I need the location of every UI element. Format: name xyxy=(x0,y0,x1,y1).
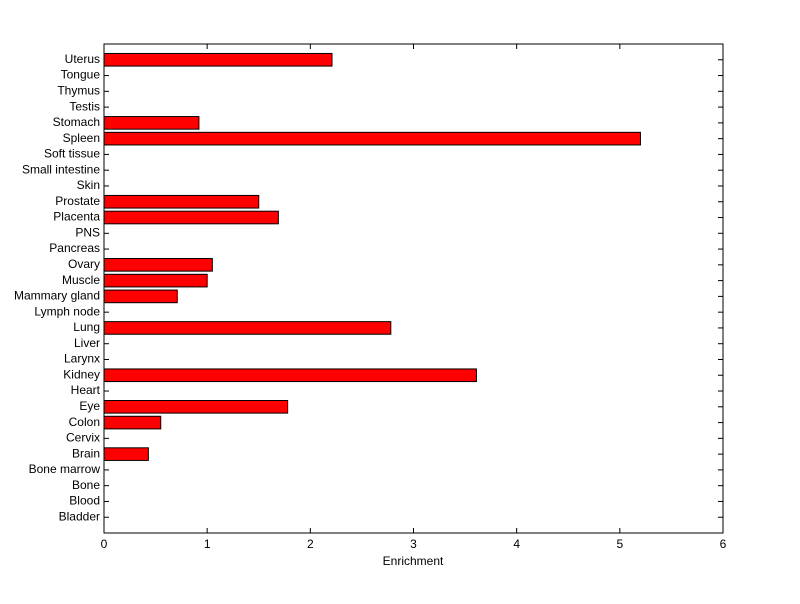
y-tick-label: Small intestine xyxy=(22,162,100,176)
y-tick-label: Mammary gland xyxy=(14,289,100,303)
y-tick-label: Placenta xyxy=(53,210,100,224)
y-tick-label: Kidney xyxy=(63,367,100,381)
y-tick-label: Larynx xyxy=(64,352,100,366)
y-tick-label: Uterus xyxy=(65,52,100,66)
y-tick-label: Skin xyxy=(77,178,100,192)
bar xyxy=(103,210,279,225)
y-tick-label: Bladder xyxy=(59,509,100,523)
x-tick-label: 2 xyxy=(307,537,314,551)
plot-area xyxy=(103,43,724,534)
y-tick-label: Eye xyxy=(79,399,100,413)
y-tick-label: Spleen xyxy=(63,131,100,145)
y-tick-label: Bone xyxy=(72,478,100,492)
y-tick-label: Brain xyxy=(72,446,100,460)
bar xyxy=(103,258,213,272)
bar xyxy=(103,116,200,130)
bar xyxy=(103,447,149,461)
bar xyxy=(103,415,162,430)
x-tick-label: 1 xyxy=(204,537,211,551)
x-tick-label: 0 xyxy=(101,537,108,551)
y-tick-label: Cervix xyxy=(66,431,100,445)
y-tick-label: Muscle xyxy=(62,273,100,287)
y-tick-label: Lymph node xyxy=(34,304,100,318)
y-tick-label: Testis xyxy=(69,99,100,113)
x-tick-label: 5 xyxy=(616,537,623,551)
y-tick-label: Colon xyxy=(69,415,100,429)
y-tick-label: Soft tissue xyxy=(44,147,100,161)
y-tick-label: Liver xyxy=(74,336,100,350)
bar xyxy=(103,399,289,414)
bar xyxy=(103,321,392,335)
y-tick-label: Lung xyxy=(73,320,100,334)
bar xyxy=(103,131,641,146)
bar xyxy=(103,273,208,288)
y-tick-label: Heart xyxy=(71,383,101,397)
x-tick-label: 4 xyxy=(513,537,520,551)
y-tick-label: PNS xyxy=(75,225,100,239)
bar xyxy=(103,194,260,209)
y-tick-label: Bone marrow xyxy=(29,462,101,476)
x-tick-label: 6 xyxy=(720,537,727,551)
x-axis-label: Enrichment xyxy=(383,554,444,568)
y-tick-label: Stomach xyxy=(53,115,100,129)
y-tick-label: Tongue xyxy=(61,68,101,82)
y-tick-label: Thymus xyxy=(57,83,100,97)
x-tick-label: 3 xyxy=(410,537,417,551)
y-tick-label: Ovary xyxy=(68,257,100,271)
y-tick-label: Blood xyxy=(69,494,100,508)
bar xyxy=(103,52,333,67)
bar xyxy=(103,368,477,383)
y-tick-label: Pancreas xyxy=(49,241,100,255)
y-tick-label: Prostate xyxy=(55,194,100,208)
bar xyxy=(103,289,178,304)
